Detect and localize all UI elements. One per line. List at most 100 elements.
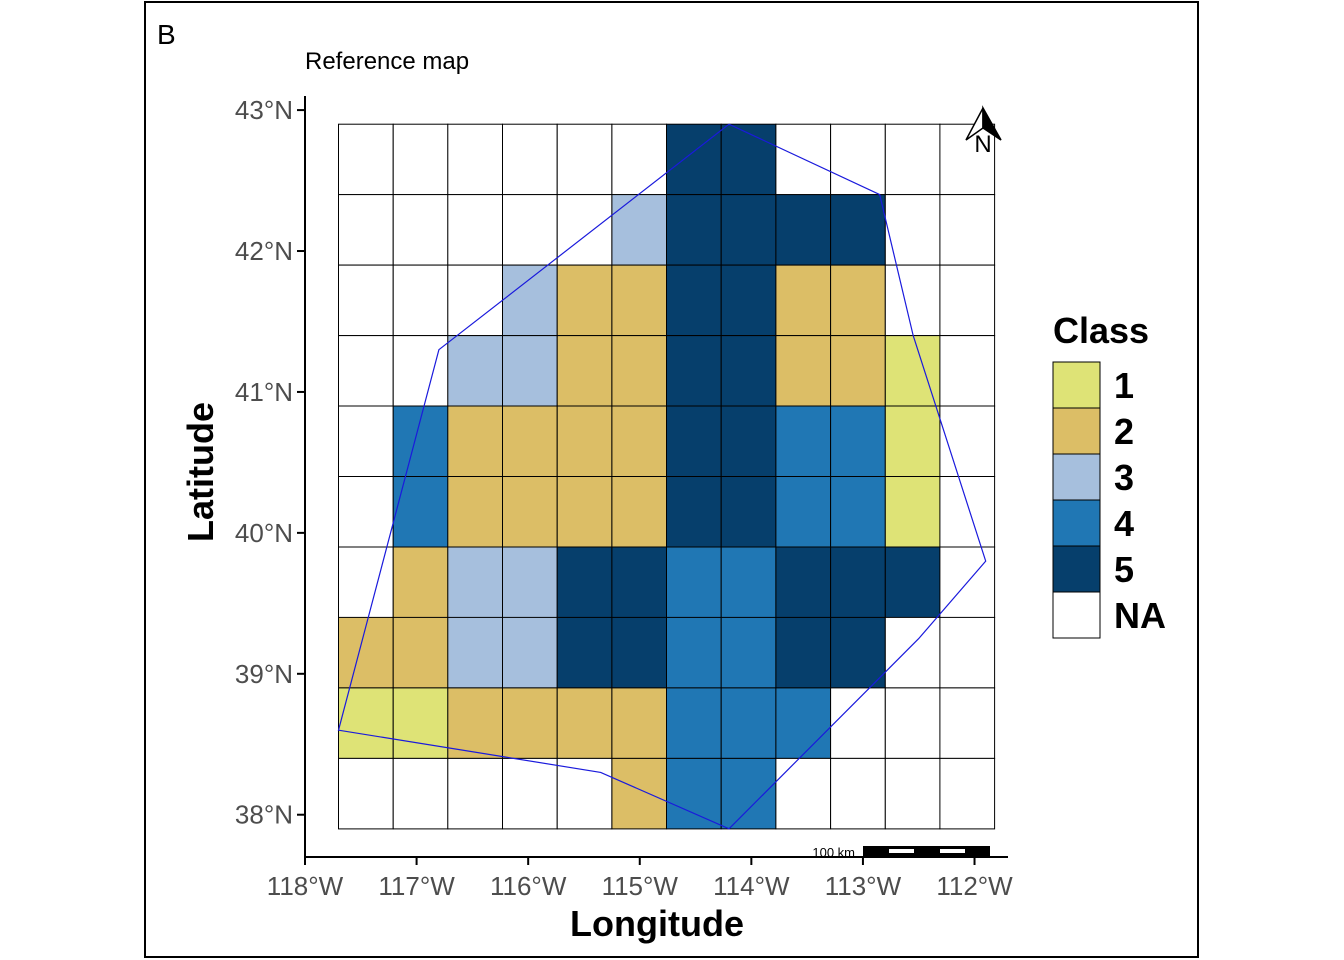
x-tick-label: 112°W [936, 871, 1013, 901]
grid-cell [447, 757, 503, 830]
y-axis-title: Latitude [180, 402, 221, 542]
grid-cell [611, 264, 668, 337]
grid-cell [502, 757, 558, 830]
grid-cell [502, 616, 558, 689]
x-axis-title: Longitude [570, 903, 744, 944]
grid-cell [392, 264, 449, 337]
grid-cell [884, 405, 941, 477]
x-tick-label: 116°W [490, 871, 567, 901]
grid-cell [720, 194, 777, 266]
grid-cell [666, 264, 722, 337]
grid-cell [611, 546, 668, 618]
grid-cell [720, 616, 777, 689]
grid-cell [392, 757, 449, 830]
grid-cell [830, 194, 886, 266]
x-tick-label: 114°W [713, 871, 790, 901]
grid-cell [775, 476, 832, 548]
grid-cell [666, 616, 722, 689]
grid-cell [666, 194, 722, 266]
grid-cell [338, 194, 394, 266]
legend-key [1052, 591, 1101, 639]
grid-cell [556, 687, 613, 759]
scale-bar-segment [889, 849, 914, 853]
grid-cell [502, 476, 558, 548]
grid-cell [556, 757, 613, 830]
grid-cell [939, 757, 996, 830]
grid-cell [830, 123, 886, 196]
grid-cell [611, 405, 668, 477]
grid-cell [392, 335, 449, 407]
grid-cell [775, 194, 832, 266]
legend-label: 2 [1114, 411, 1134, 452]
legend-label: 3 [1114, 457, 1134, 498]
legend-label: 4 [1114, 503, 1134, 544]
grid-cell [447, 123, 503, 196]
grid-cell [830, 546, 886, 618]
grid-cell [338, 335, 394, 407]
grid-cell [611, 616, 668, 689]
grid-cell [502, 405, 558, 477]
scale-bar-segment [940, 849, 965, 853]
grid-cell [775, 405, 832, 477]
grid-cell [939, 476, 996, 548]
scale-bar-label: 100 km [812, 845, 855, 860]
north-arrow-icon: N [965, 105, 1002, 158]
grid-cell [720, 476, 777, 548]
grid-cell [447, 264, 503, 337]
grid-cell [830, 757, 886, 830]
legend-label: 5 [1114, 549, 1134, 590]
grid-cell [666, 476, 722, 548]
grid-cell [502, 123, 558, 196]
grid-cell [775, 616, 832, 689]
grid-cell [338, 476, 394, 548]
grid-cell [392, 194, 449, 266]
grid-cell [392, 405, 449, 477]
legend-label: NA [1114, 595, 1166, 636]
y-tick-label: 40°N [235, 518, 293, 548]
grid-cell [720, 546, 777, 618]
grid-cell [830, 476, 886, 548]
grid-cell [830, 264, 886, 337]
y-tick-label: 42°N [235, 236, 293, 266]
grid-cell [556, 123, 613, 196]
grid-cell [884, 757, 941, 830]
grid-cell [611, 476, 668, 548]
grid-cell [502, 264, 558, 337]
legend-key [1052, 361, 1101, 409]
grid-cell [775, 687, 832, 759]
grid-cell [447, 335, 503, 407]
x-tick-label: 118°W [267, 871, 344, 901]
grid-cell [392, 616, 449, 689]
legend-key [1052, 499, 1101, 547]
grid-cell [830, 616, 886, 689]
x-tick-label: 117°W [378, 871, 455, 901]
grid-cell [502, 194, 558, 266]
grid-cell [338, 123, 394, 196]
grid-cell [556, 616, 613, 689]
grid-cell [884, 687, 941, 759]
legend: Class 1 2 3 4 5 NA [1052, 310, 1166, 639]
scale-bar-frame [863, 846, 990, 856]
x-axis-ticks: 118°W 117°W 116°W 115°W 114°W 113°W 112°W [267, 857, 1013, 901]
grid-cell [447, 405, 503, 477]
legend-key [1052, 453, 1101, 501]
grid-cell [392, 476, 449, 548]
grid-cell [939, 687, 996, 759]
panel-label: B [157, 19, 176, 50]
grid-cell [611, 757, 668, 830]
grid-cell [556, 546, 613, 618]
grid-cell [884, 335, 941, 407]
grid-cell [720, 687, 777, 759]
grid-cell [720, 405, 777, 477]
grid-cell [502, 687, 558, 759]
legend-label: 1 [1114, 365, 1134, 406]
grid-cell [775, 546, 832, 618]
legend-key [1052, 407, 1101, 455]
grid-cell [884, 123, 941, 196]
north-arrow-label: N [974, 131, 991, 158]
x-tick-label: 113°W [825, 871, 902, 901]
grid-cell [830, 405, 886, 477]
grid-cell [556, 476, 613, 548]
grid-cell [884, 546, 941, 618]
